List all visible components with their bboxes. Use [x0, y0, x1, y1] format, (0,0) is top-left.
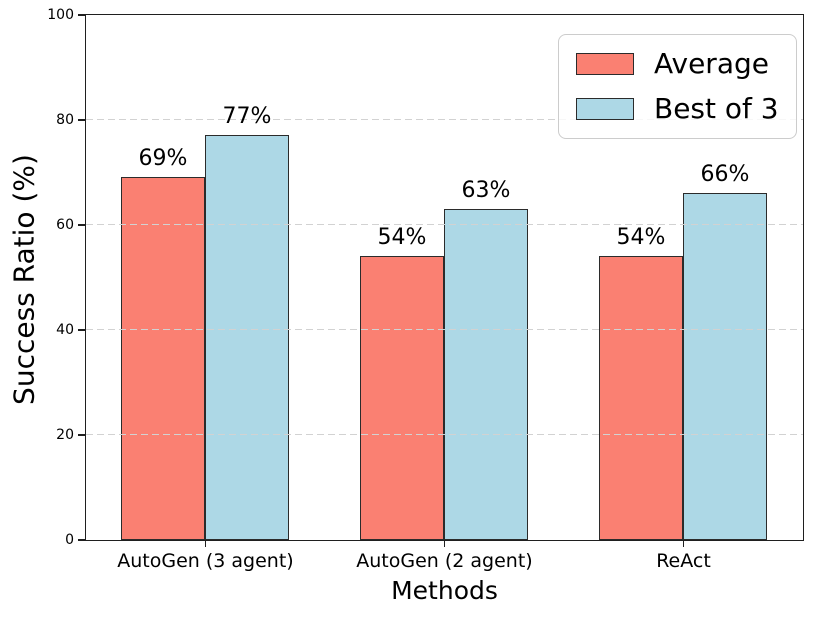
- bar-average: [121, 177, 205, 540]
- x-tick-mark: [204, 540, 207, 547]
- y-tick-label: 100: [47, 7, 74, 23]
- bar-best-of-3: [683, 193, 767, 540]
- bar-value-label: 69%: [138, 146, 188, 172]
- y-tick-label: 20: [56, 427, 74, 443]
- y-tick-mark: [78, 14, 86, 16]
- x-axis-label: Methods: [391, 576, 498, 605]
- bar-value-label: 77%: [222, 104, 272, 130]
- y-tick-mark: [78, 539, 86, 541]
- gridline-20: [85, 433, 803, 436]
- bar-value-label: 54%: [616, 225, 666, 250]
- y-tick-label: 80: [56, 112, 74, 128]
- bar-value-label: 66%: [700, 162, 750, 187]
- gridline-80: [85, 118, 803, 121]
- legend-swatch: [576, 53, 634, 75]
- legend: Average Best of 3: [558, 34, 797, 139]
- legend-item-best-of-3: Best of 3: [576, 93, 779, 125]
- y-tick-label: 0: [65, 532, 74, 548]
- y-tick-label: 60: [56, 217, 74, 233]
- x-category-label: AutoGen (3 agent): [117, 550, 294, 572]
- legend-label: Best of 3: [654, 92, 779, 125]
- legend-item-average: Average: [576, 48, 779, 80]
- x-tick-mark: [443, 540, 446, 547]
- y-tick-label: 40: [56, 322, 74, 338]
- bar-best-of-3: [205, 135, 289, 540]
- bar-average: [360, 256, 444, 540]
- y-tick-mark: [78, 329, 86, 331]
- legend-label: Average: [654, 47, 769, 80]
- bar-best-of-3: [444, 208, 528, 540]
- y-tick-mark: [78, 119, 86, 121]
- x-category-label: AutoGen (2 agent): [356, 550, 533, 572]
- legend-swatch: [576, 98, 634, 120]
- y-tick-mark: [78, 224, 86, 226]
- bar-average: [599, 256, 683, 540]
- gridline-60: [85, 223, 803, 226]
- bar-value-label: 54%: [377, 225, 427, 250]
- x-tick-mark: [682, 540, 685, 547]
- y-axis-label: Success Ratio (%): [7, 154, 41, 405]
- x-category-label: ReAct: [656, 550, 711, 572]
- y-tick-mark: [78, 434, 86, 436]
- bar-value-label: 63%: [461, 177, 511, 203]
- gridline-40: [85, 328, 803, 331]
